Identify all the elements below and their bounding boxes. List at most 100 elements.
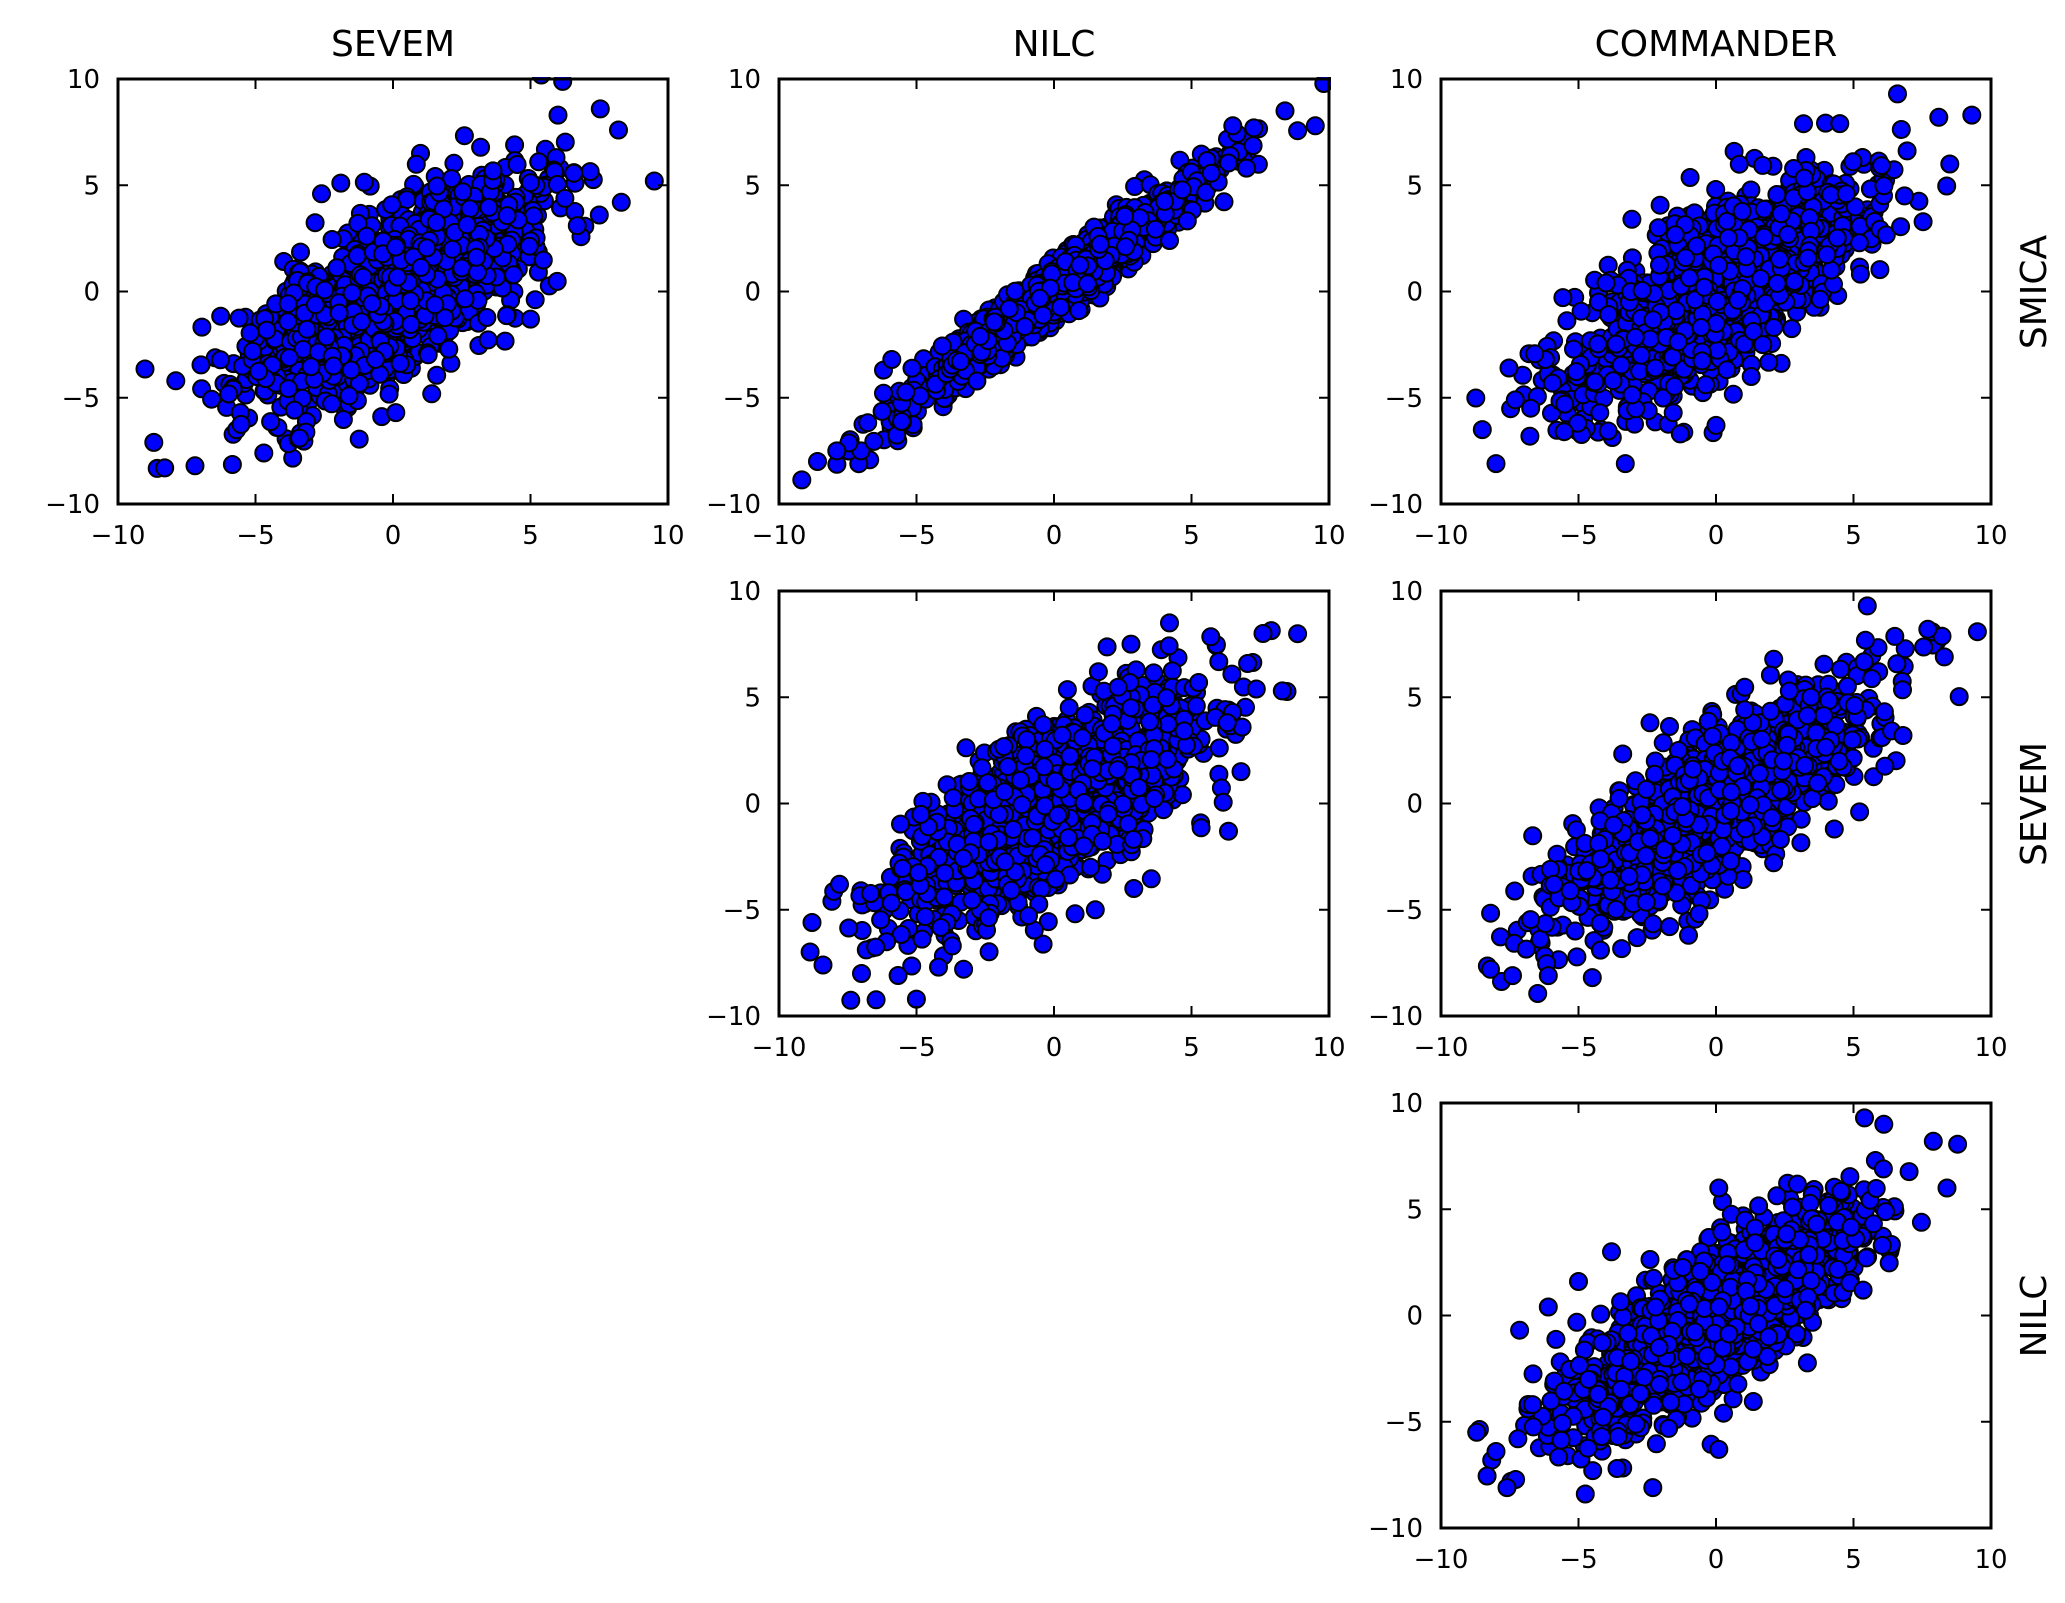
scatter-point: [1664, 376, 1684, 396]
scatter-point: [1648, 218, 1668, 238]
scatter-point: [418, 345, 438, 365]
x-tick-label: −5: [1559, 521, 1597, 551]
scatter-point: [211, 306, 231, 326]
scatter-point: [872, 401, 892, 421]
x-tick-label: −10: [1414, 521, 1469, 551]
scatter-point: [1486, 454, 1506, 474]
scatter-point: [967, 371, 987, 391]
scatter-point: [386, 403, 406, 423]
scatter-point: [231, 414, 251, 434]
scatter-point: [533, 250, 553, 270]
scatter-points: [135, 77, 664, 478]
x-tick-label: 0: [385, 521, 402, 551]
scatter-point: [322, 394, 342, 414]
scatter-point: [1553, 288, 1573, 308]
scatter-point: [525, 290, 545, 310]
scatter-point: [1585, 372, 1605, 392]
scatter-point: [1817, 245, 1837, 265]
scatter-point: [1625, 327, 1645, 347]
scatter-point: [970, 326, 990, 346]
y-tick-label: 0: [83, 278, 100, 308]
scatter-point: [1794, 168, 1814, 188]
scatter-point: [979, 942, 999, 962]
scatter-point: [519, 236, 539, 256]
scatter-point: [644, 171, 664, 191]
scatter-point: [1718, 228, 1738, 248]
scatter-point: [457, 215, 477, 235]
scatter-point: [442, 169, 462, 189]
scatter-point: [1706, 180, 1726, 199]
scatter-point: [1090, 234, 1110, 254]
scatter-point: [1751, 269, 1771, 288]
scatter-point: [497, 306, 517, 326]
scatter-point: [882, 350, 902, 369]
scatter-point: [1177, 211, 1197, 231]
scatter-point: [322, 230, 342, 249]
scatter-point: [1214, 192, 1234, 212]
scatter-point: [874, 383, 893, 403]
scatter-point: [1564, 339, 1583, 359]
scatter-point: [1891, 217, 1911, 237]
scatter-point: [1845, 197, 1865, 217]
scatter-point: [444, 153, 464, 173]
row-label-sevem: SEVEM: [2014, 742, 2055, 866]
scatter-point: [1723, 384, 1743, 404]
scatter-point: [471, 137, 491, 157]
scatter-point: [349, 373, 369, 393]
scatter-point: [382, 195, 402, 215]
scatter-point: [329, 303, 349, 323]
scatter-point: [479, 197, 499, 217]
scatter-point: [1706, 415, 1726, 435]
scatter-point: [202, 389, 222, 409]
scatter-point: [1571, 301, 1591, 321]
scatter-point: [1798, 248, 1818, 268]
scatter-point: [1525, 344, 1545, 364]
scatter-point: [386, 237, 406, 257]
scatter-point: [353, 267, 373, 287]
scatter-point: [1897, 141, 1917, 161]
scatter-point: [1850, 264, 1870, 284]
scatter-point: [1937, 176, 1957, 196]
scatter-point: [1615, 454, 1635, 474]
scatter-point: [406, 154, 426, 174]
scatter-point: [1754, 227, 1774, 247]
scatter-point: [609, 120, 628, 140]
scatter-point: [1631, 345, 1651, 365]
y-tick-label: 10: [728, 65, 761, 95]
scatter-point: [401, 314, 421, 334]
scatter-point: [1209, 652, 1229, 672]
scatter-point: [1870, 260, 1890, 280]
scatter-point: [1729, 154, 1749, 174]
scatter-point: [185, 456, 205, 476]
scatter-point: [1679, 268, 1699, 288]
scatter-point: [808, 452, 827, 471]
scatter-point: [426, 213, 446, 232]
scatter-point: [477, 308, 497, 327]
scatter-point: [547, 271, 567, 291]
scatter-point: [1568, 413, 1588, 433]
y-tick-label: −10: [1368, 490, 1423, 520]
scatter-point: [902, 956, 922, 976]
scatter-point: [1650, 255, 1669, 275]
scatter-point: [1172, 180, 1192, 200]
scatter-point: [483, 161, 503, 181]
scatter-point: [1770, 249, 1789, 269]
scatter-point: [428, 326, 448, 346]
scatter-point: [349, 429, 369, 449]
scatter-point: [1218, 153, 1238, 173]
scatter-point: [1784, 272, 1804, 291]
x-tick-label: 5: [1845, 521, 1862, 551]
scatter-point: [390, 353, 410, 373]
scatter-point: [1876, 225, 1896, 245]
scatter-point: [1663, 403, 1683, 423]
scatter-point: [520, 173, 540, 193]
scatter-point: [1913, 212, 1933, 232]
scatter-point: [1872, 156, 1891, 176]
scatter-point: [455, 289, 475, 309]
scatter-point: [466, 247, 486, 267]
scatter-point: [1590, 403, 1610, 423]
scatter-point: [362, 294, 382, 314]
